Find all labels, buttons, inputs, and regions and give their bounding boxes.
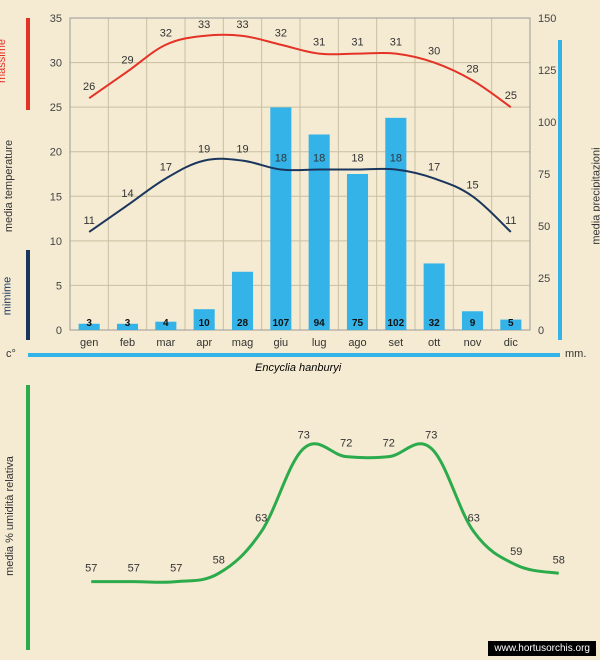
- svg-text:63: 63: [468, 513, 480, 525]
- svg-text:11: 11: [505, 215, 516, 227]
- svg-text:63: 63: [255, 513, 267, 525]
- svg-text:3: 3: [125, 318, 131, 329]
- label-massime: massime: [0, 39, 8, 83]
- svg-text:72: 72: [383, 438, 395, 450]
- climate-chart-top: 051015202530350255075100125150genfebmara…: [0, 0, 600, 370]
- svg-text:feb: feb: [120, 337, 135, 349]
- svg-text:18: 18: [351, 153, 363, 165]
- svg-text:94: 94: [314, 318, 326, 329]
- svg-text:5: 5: [508, 318, 514, 329]
- svg-text:3: 3: [86, 318, 92, 329]
- unit-mm: mm.: [565, 348, 586, 360]
- svg-text:18: 18: [275, 153, 287, 165]
- svg-text:apr: apr: [196, 337, 212, 349]
- svg-text:14: 14: [121, 188, 133, 200]
- svg-text:4: 4: [163, 318, 169, 329]
- svg-text:9: 9: [470, 318, 476, 329]
- svg-text:32: 32: [275, 28, 287, 40]
- svg-text:50: 50: [538, 221, 550, 233]
- svg-text:19: 19: [236, 144, 248, 156]
- svg-text:35: 35: [50, 13, 62, 25]
- svg-text:18: 18: [390, 153, 402, 165]
- svg-text:29: 29: [121, 54, 133, 66]
- svg-text:73: 73: [298, 429, 310, 441]
- svg-text:28: 28: [466, 63, 478, 75]
- species-caption: Encyclia hanburyi: [255, 362, 341, 374]
- svg-text:58: 58: [553, 554, 565, 566]
- svg-text:32: 32: [429, 318, 441, 329]
- svg-text:73: 73: [425, 429, 437, 441]
- svg-text:31: 31: [351, 37, 363, 49]
- svg-text:33: 33: [198, 19, 210, 31]
- label-media-temperature: media temperature: [3, 140, 15, 232]
- svg-text:25: 25: [505, 90, 517, 102]
- svg-text:25: 25: [50, 102, 62, 114]
- svg-text:72: 72: [340, 438, 352, 450]
- svg-text:31: 31: [313, 37, 325, 49]
- svg-text:giu: giu: [273, 337, 288, 349]
- svg-text:107: 107: [272, 318, 289, 329]
- svg-text:125: 125: [538, 65, 556, 77]
- label-minime: mimime: [1, 277, 13, 316]
- svg-text:26: 26: [83, 81, 95, 93]
- svg-text:nov: nov: [464, 337, 482, 349]
- svg-text:ago: ago: [348, 337, 366, 349]
- attribution-label: www.hortusorchis.org: [488, 641, 596, 656]
- svg-text:10: 10: [199, 318, 211, 329]
- svg-text:31: 31: [390, 37, 402, 49]
- svg-text:15: 15: [466, 179, 478, 191]
- climate-svg-top: 051015202530350255075100125150genfebmara…: [0, 0, 600, 370]
- svg-text:28: 28: [237, 318, 249, 329]
- label-umidita: media % umidità relativa: [4, 456, 16, 576]
- svg-text:32: 32: [160, 28, 172, 40]
- svg-text:gen: gen: [80, 337, 98, 349]
- svg-text:100: 100: [538, 117, 556, 129]
- svg-text:18: 18: [313, 153, 325, 165]
- svg-text:102: 102: [387, 318, 404, 329]
- svg-text:57: 57: [170, 563, 182, 575]
- unit-celsius: c°: [6, 348, 16, 360]
- svg-text:0: 0: [56, 325, 62, 337]
- svg-text:10: 10: [50, 236, 62, 248]
- svg-text:33: 33: [236, 19, 248, 31]
- svg-text:5: 5: [56, 280, 62, 292]
- svg-text:20: 20: [50, 147, 62, 159]
- svg-text:75: 75: [352, 318, 364, 329]
- climate-svg-bottom: 57 57 57 58 63 73 72 72 73 63 59 58: [0, 380, 600, 655]
- svg-text:15: 15: [50, 191, 62, 203]
- label-media-precip: media precipitazioni: [591, 147, 600, 244]
- climate-chart-bottom: 57 57 57 58 63 73 72 72 73 63 59 58: [0, 380, 600, 655]
- svg-text:11: 11: [83, 215, 94, 227]
- svg-text:ott: ott: [428, 337, 440, 349]
- svg-text:mag: mag: [232, 337, 253, 349]
- svg-text:30: 30: [50, 58, 62, 70]
- svg-text:lug: lug: [312, 337, 327, 349]
- svg-text:dic: dic: [504, 337, 519, 349]
- svg-text:set: set: [388, 337, 403, 349]
- svg-text:59: 59: [510, 546, 522, 558]
- svg-text:30: 30: [428, 46, 440, 58]
- svg-text:17: 17: [160, 161, 172, 173]
- svg-text:17: 17: [428, 161, 440, 173]
- svg-text:75: 75: [538, 169, 550, 181]
- svg-text:58: 58: [213, 554, 225, 566]
- svg-text:57: 57: [85, 563, 97, 575]
- svg-text:0: 0: [538, 325, 544, 337]
- svg-text:mar: mar: [156, 337, 175, 349]
- svg-text:19: 19: [198, 144, 210, 156]
- svg-text:25: 25: [538, 273, 550, 285]
- svg-text:57: 57: [128, 563, 140, 575]
- svg-text:150: 150: [538, 13, 556, 25]
